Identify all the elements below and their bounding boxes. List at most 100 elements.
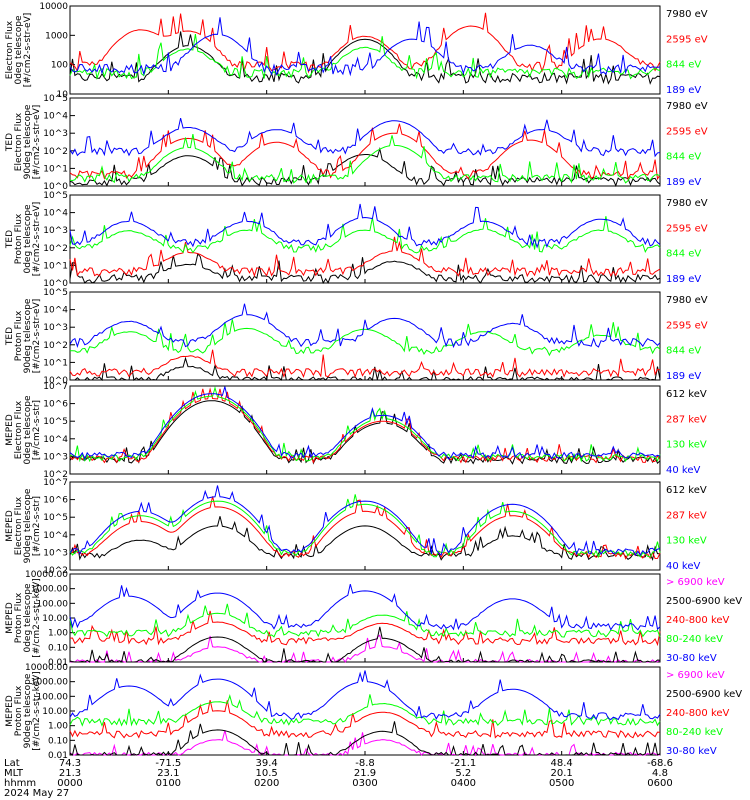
footer-value: -8.8 <box>355 758 375 769</box>
panel-2-ytick-label: 10^2 <box>43 147 68 157</box>
panel-3-legend-2: 2595 eV <box>666 223 708 234</box>
footer-value: 23.1 <box>157 768 179 779</box>
panel-2-ytick-label: 10^0 <box>43 182 68 192</box>
panel-3-series-2 <box>69 236 661 278</box>
panel-8-ylabel: 90deg telescope <box>23 673 33 748</box>
panel-2-legend-2: 2595 eV <box>666 126 708 137</box>
footer-value: -21.1 <box>450 758 476 769</box>
panel-3-ylabel: [#/cm2-s-str-eV] <box>32 202 42 277</box>
panel-2-ytick-label: 10^5 <box>43 94 68 104</box>
panel-2-series-4 <box>69 117 661 158</box>
panel-1-ylabel: 0deg telescope <box>14 15 24 85</box>
panel-6-series-2 <box>69 496 661 560</box>
footer-value: 0000 <box>57 778 82 789</box>
footer-value: -68.6 <box>647 758 673 769</box>
footer-value: 48.4 <box>551 758 573 769</box>
panel-4-series-3 <box>69 319 661 357</box>
footer-value: 5.2 <box>455 768 471 779</box>
panel-1-legend-4: 189 eV <box>666 85 701 96</box>
panel-6-ytick-label: 10^6 <box>43 496 68 506</box>
panel-8-ytick-label: 1000.00 <box>31 678 68 688</box>
panel-6-ylabel: 90deg telescope <box>23 488 33 563</box>
panel-1-legend-2: 2595 eV <box>666 34 708 45</box>
panel-4-ytick-label: 10^3 <box>43 323 68 333</box>
panel-7-ylabel: Proton Flux <box>14 592 24 643</box>
panel-8-series-3 <box>69 699 661 739</box>
panel-4-ytick-label: 10^0 <box>43 376 68 386</box>
panel-3-legend-1: 7980 eV <box>666 198 708 209</box>
panel-8-ytick-label: 10000.00 <box>25 663 68 673</box>
panel-4-ytick-label: 10^2 <box>43 341 68 351</box>
panel-6-legend-4: 40 keV <box>666 561 700 572</box>
panel-5-ylabel: [#/cm2-s-str] <box>32 400 42 460</box>
panel-5-legend-1: 612 keV <box>666 389 707 400</box>
panel-2-ytick-label: 10^3 <box>43 129 68 139</box>
panel-8-ytick-label: 10.00 <box>42 707 68 717</box>
panel-5-ytick-label: 10^3 <box>43 452 68 462</box>
panel-7-series-4 <box>69 603 661 638</box>
panel-8-series-5 <box>69 670 661 721</box>
panel-1-ytick-label: 10000 <box>39 2 68 12</box>
panel-4-ytick-label: 10^5 <box>43 288 68 298</box>
panel-7-legend-1: > 6900 keV <box>666 577 725 588</box>
footer-value: 21.3 <box>59 768 81 779</box>
footer-value: 4.8 <box>652 768 668 779</box>
panel-6-series-3 <box>69 494 661 559</box>
panel-1-series-2 <box>69 12 661 74</box>
panel-7-ytick-label: 10.00 <box>42 614 68 624</box>
panel-7-ytick-label: 100.00 <box>37 599 69 609</box>
panel-4-ylabel: TED <box>5 327 15 346</box>
panel-2-series-3 <box>69 134 661 184</box>
panel-8-legend-1: > 6900 keV <box>666 670 725 681</box>
panel-4-frame <box>69 291 661 381</box>
panel-4-ylabel: [#/cm2-s-str-eV] <box>32 299 42 374</box>
panel-4-ytick-label: 10^1 <box>43 358 68 368</box>
panel-5-ylabel: MEPED <box>5 414 15 446</box>
panel-2-ylabel: [#/cm2-s-str-eV] <box>32 105 42 180</box>
footer-value: 0300 <box>352 778 377 789</box>
panel-1-legend-3: 844 eV <box>666 60 701 71</box>
footer-row-label: Lat <box>4 758 20 769</box>
panel-1-ytick-label: 10 <box>57 90 69 100</box>
panel-3-legend-4: 189 eV <box>666 274 701 285</box>
panel-3-ytick-label: 10^0 <box>43 279 68 289</box>
panel-8-ylabel: MEPED <box>5 695 15 727</box>
panel-6-legend-3: 130 keV <box>666 536 707 547</box>
panel-7-ytick-label: 10000.00 <box>25 570 68 580</box>
panel-8-ylabel: [#/cm2-s-str-keV] <box>32 671 42 750</box>
panel-5-series-3 <box>69 386 661 463</box>
panel-7-ylabel: MEPED <box>5 602 15 634</box>
footer-row-label: hhmm <box>4 778 36 789</box>
panel-3-frame <box>69 194 661 284</box>
panel-2-legend-3: 844 eV <box>666 152 701 163</box>
panel-7-series-5 <box>69 583 661 631</box>
panel-1-ytick-label: 1000 <box>45 31 68 41</box>
panel-2-ylabel: 90deg telescope <box>23 104 33 179</box>
panel-2-ylabel: Electron Flux <box>14 112 24 171</box>
panel-7-ytick-label: 0.01 <box>48 658 68 668</box>
panel-4-ylabel: Proton Flux <box>14 310 24 361</box>
panel-1-series-1 <box>69 31 661 85</box>
panel-3-legend-3: 844 eV <box>666 249 701 260</box>
panel-3-series-1 <box>69 252 661 285</box>
panel-6-ylabel: Electron Flux <box>14 496 24 555</box>
panel-6-ylabel: [#/cm2-s-str] <box>32 496 42 556</box>
panel-6-ytick-label: 10^5 <box>43 513 68 523</box>
footer-value: 0100 <box>156 778 181 789</box>
panel-3-ytick-label: 10^2 <box>43 244 68 254</box>
panel-3-ytick-label: 10^5 <box>43 191 68 201</box>
panel-4-legend-1: 7980 eV <box>666 295 708 306</box>
panel-6-ytick-label: 10^2 <box>43 566 68 576</box>
panel-8-series-2 <box>69 721 661 756</box>
footer-value: 0200 <box>254 778 279 789</box>
panel-3-ylabel: Proton Flux <box>14 213 24 264</box>
panel-2-ylabel: TED <box>5 133 15 152</box>
panel-1-series-3 <box>69 34 661 81</box>
panel-3-series-3 <box>69 216 661 254</box>
panel-8-ytick-label: 0.01 <box>48 751 68 761</box>
footer-date: 2024 May 27 <box>4 788 69 799</box>
panel-2-ytick-label: 10^4 <box>43 112 68 122</box>
panel-8-legend-3: 240-800 keV <box>666 708 730 719</box>
panel-8-ytick-label: 100.00 <box>37 692 69 702</box>
panel-3-ytick-label: 10^4 <box>43 209 68 219</box>
